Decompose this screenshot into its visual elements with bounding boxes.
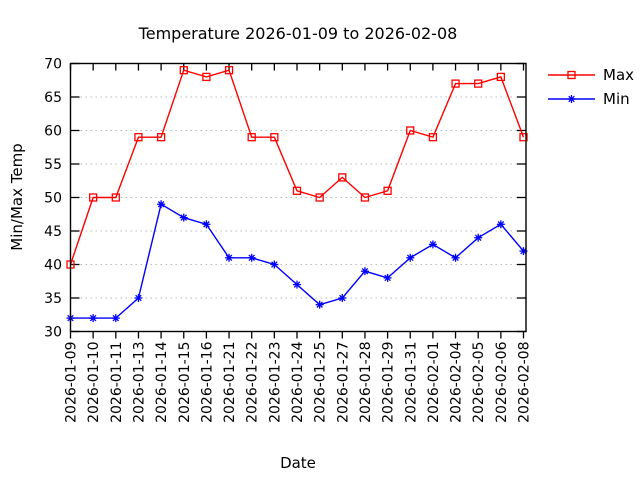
series-line-max [69, 69, 525, 265]
x-tick-label: 2026-01-11 [109, 342, 125, 423]
y-tick-label: 40 [44, 258, 62, 274]
asterisk-marker-icon [428, 240, 437, 249]
asterisk-marker-icon [134, 294, 143, 302]
data-series [66, 66, 528, 323]
x-axis-label: Date [280, 454, 316, 472]
asterisk-marker-icon [406, 253, 415, 262]
legend-min-asterisk-marker-icon [567, 95, 576, 103]
asterisk-marker-icon [179, 213, 188, 222]
x-tick-label: 2026-01-22 [245, 342, 261, 423]
x-tick-label: 2026-01-15 [177, 342, 193, 423]
asterisk-marker-icon [89, 314, 98, 323]
square-marker-icon [428, 133, 438, 142]
asterisk-marker-icon [315, 300, 324, 309]
legend-max-square-marker-icon [567, 70, 576, 80]
asterisk-marker-icon [383, 273, 392, 282]
asterisk-marker-icon [157, 200, 166, 209]
x-tick-label: 2026-01-27 [335, 342, 351, 423]
legend-item-max: Max [548, 66, 634, 84]
axis-ticks [69, 62, 526, 339]
y-tick-label: 65 [44, 90, 62, 106]
series-max [66, 66, 528, 269]
x-tick-label: 2026-01-13 [131, 342, 147, 423]
y-tick-label: 30 [44, 325, 62, 341]
square-marker-icon [111, 193, 120, 202]
y-tick-label: 35 [44, 291, 62, 307]
x-tick-label: 2026-01-25 [313, 342, 329, 423]
gridlines [70, 96, 526, 299]
legend-min-label: Min [603, 90, 630, 108]
x-tick-label: 2026-02-04 [449, 341, 465, 422]
x-tick-label: 2026-02-06 [494, 341, 510, 422]
square-marker-icon [406, 126, 415, 135]
square-marker-icon [360, 193, 370, 202]
x-tick-label: 2026-01-09 [64, 342, 80, 423]
asterisk-marker-icon [111, 314, 120, 323]
y-tick-label: 55 [44, 157, 62, 173]
asterisk-marker-icon [338, 294, 347, 302]
legend-max-label: Max [603, 66, 634, 84]
x-tick-label: 2026-01-31 [403, 342, 419, 423]
square-marker-icon [224, 66, 234, 75]
x-tick-label: 2026-01-16 [199, 341, 215, 422]
asterisk-marker-icon [474, 233, 483, 242]
square-marker-icon [338, 173, 347, 182]
chart-title: Temperature 2026-01-09 to 2026-02-08 [138, 24, 458, 43]
square-marker-icon [156, 133, 166, 142]
square-marker-icon [179, 66, 188, 75]
square-marker-icon [247, 133, 256, 142]
square-marker-icon [474, 79, 483, 88]
asterisk-marker-icon [270, 260, 279, 269]
asterisk-marker-icon [293, 280, 301, 289]
x-tick-label: 2026-01-21 [222, 342, 238, 423]
square-marker-icon [496, 72, 506, 82]
square-marker-icon [451, 79, 460, 88]
asterisk-marker-icon [451, 253, 460, 262]
series-min [66, 200, 528, 323]
asterisk-marker-icon [360, 267, 369, 276]
square-marker-icon [270, 133, 279, 142]
square-marker-icon [134, 133, 143, 142]
plot-border [69, 62, 527, 333]
asterisk-marker-icon [247, 253, 256, 262]
x-tick-label: 2026-01-28 [358, 342, 374, 423]
x-tick-label: 2026-01-14 [154, 341, 170, 422]
tick-labels: 30 35 40 45 50 55 60 65 70 2026-01-09 2026-01-10 20… [44, 57, 532, 423]
y-tick-label: 50 [44, 191, 62, 207]
square-marker-icon [202, 72, 211, 82]
square-marker-icon [292, 186, 302, 195]
x-tick-label: 2026-01-24 [290, 341, 306, 422]
x-tick-label: 2026-02-08 [517, 342, 533, 423]
asterisk-marker-icon [496, 220, 505, 229]
y-tick-label: 70 [44, 57, 62, 73]
x-tick-label: 2026-01-29 [381, 342, 397, 423]
plot-frame [69, 62, 527, 333]
x-tick-label: 2026-02-01 [426, 342, 442, 423]
y-tick-label: 60 [44, 124, 62, 140]
legend-item-min: Min [548, 90, 630, 108]
y-axis-label: Min/Max Temp [8, 143, 26, 250]
square-marker-icon [383, 186, 392, 195]
square-marker-icon [519, 133, 528, 142]
asterisk-marker-icon [202, 220, 211, 229]
x-tick-label: 2026-01-23 [267, 342, 283, 423]
x-tick-label: 2026-02-05 [471, 342, 487, 423]
y-tick-label: 45 [44, 224, 62, 240]
x-tick-label: 2026-01-10 [86, 342, 102, 423]
legend: Max Min [548, 66, 634, 108]
square-marker-icon [89, 193, 98, 202]
square-marker-icon [315, 193, 324, 202]
asterisk-marker-icon [225, 253, 234, 262]
